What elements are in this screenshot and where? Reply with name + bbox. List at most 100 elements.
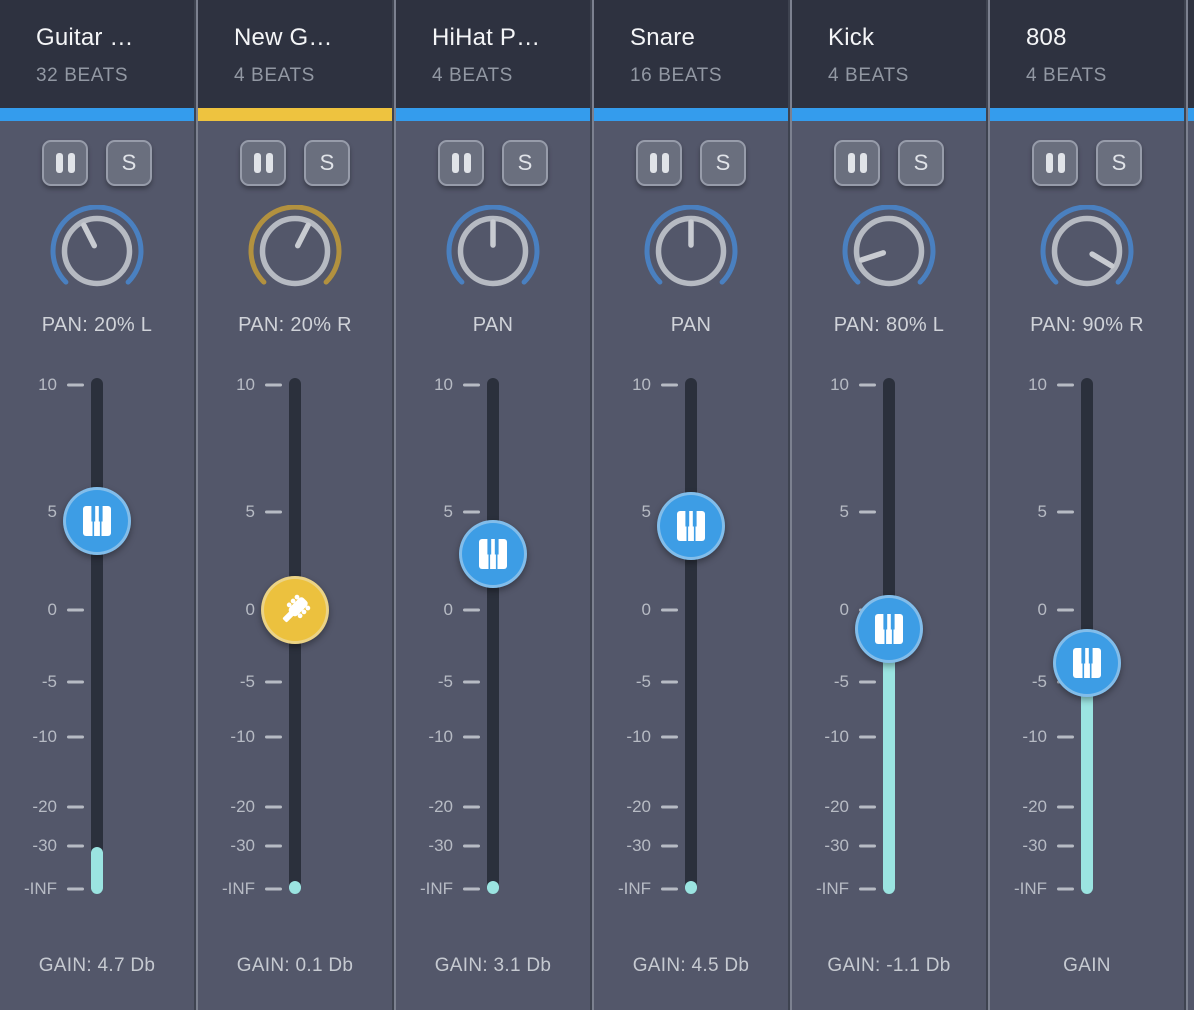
mute-button[interactable] <box>438 140 484 186</box>
level-meter <box>883 594 895 894</box>
mute-button[interactable] <box>1032 140 1078 186</box>
channel-strip: Snare 16 BEATS S PAN 10 5 0 -5 -10 -20 -30 -INF <box>594 0 788 1010</box>
mute-button[interactable] <box>834 140 880 186</box>
scale-tick-mark <box>859 735 876 739</box>
scale-tick-label: -10 <box>626 727 651 747</box>
pan-knob[interactable] <box>396 205 590 299</box>
fader-track[interactable] <box>91 378 103 894</box>
pause-icon <box>253 153 273 173</box>
accent-bar <box>198 108 392 121</box>
fader-handle[interactable] <box>855 594 923 663</box>
column-divider <box>1184 0 1188 1010</box>
beats-label: 4 BEATS <box>432 65 513 86</box>
pan-knob[interactable] <box>0 205 194 299</box>
solo-button[interactable]: S <box>304 140 350 186</box>
scale-tick-label: -5 <box>833 671 849 691</box>
scale-tick-mark <box>265 510 282 514</box>
scale-tick-mark <box>67 805 84 809</box>
scale-tick-mark <box>1057 844 1074 848</box>
fader-handle[interactable] <box>1053 628 1121 697</box>
column-divider <box>590 0 594 1010</box>
pan-label: PAN <box>670 314 712 336</box>
scale-tick-mark <box>661 805 678 809</box>
mute-button[interactable] <box>240 140 286 186</box>
scale-tick-mark <box>265 383 282 387</box>
accent-bar <box>594 108 788 121</box>
scale-tick-mark <box>859 383 876 387</box>
scale-tick-mark <box>67 887 84 891</box>
scale-tick-label: -5 <box>1031 671 1047 691</box>
fader-track[interactable] <box>487 378 499 894</box>
pan-knob[interactable] <box>792 205 986 299</box>
track-header[interactable]: Guitar … 32 BEATS <box>0 0 194 108</box>
beats-label: 4 BEATS <box>1026 65 1107 86</box>
solo-button[interactable]: S <box>1096 140 1142 186</box>
mute-solo-row: S <box>990 140 1184 186</box>
fader-handle[interactable] <box>63 486 131 555</box>
solo-button[interactable]: S <box>700 140 746 186</box>
scale-tick-label: -20 <box>626 796 651 816</box>
track-header[interactable]: HiHat P… 4 BEATS <box>396 0 590 108</box>
pan-knob-dial[interactable] <box>246 205 344 299</box>
scale-tick-mark <box>463 680 480 684</box>
track-header[interactable]: Snare 16 BEATS <box>594 0 788 108</box>
mute-button[interactable] <box>42 140 88 186</box>
pan-knob-dial[interactable] <box>840 205 938 299</box>
channel-strip: Kick 4 BEATS S PAN: 80% L 10 5 0 -5 -10 -20 -3… <box>792 0 986 1010</box>
track-title: Guitar … <box>36 24 134 51</box>
pan-knob[interactable] <box>198 205 392 299</box>
track-title: New G… <box>234 24 333 51</box>
fader-handle[interactable] <box>459 519 527 588</box>
pan-knob-dial[interactable] <box>48 205 146 299</box>
scale-tick-label: -20 <box>230 796 255 816</box>
scale-tick-mark <box>661 383 678 387</box>
scale-tick-mark <box>1057 805 1074 809</box>
column-divider <box>194 0 198 1010</box>
solo-button-label: S <box>715 150 731 175</box>
scale-tick-label: -5 <box>437 671 453 691</box>
scale-tick-mark <box>1057 510 1074 514</box>
scale-tick-label: -20 <box>824 796 849 816</box>
pan-knob[interactable] <box>594 205 788 299</box>
mute-solo-row: S <box>0 140 194 186</box>
pan-knob-dial[interactable] <box>1038 205 1136 299</box>
channel-strip: 808 4 BEATS S PAN: 90% R 10 5 0 -5 -10 -20 -30… <box>990 0 1184 1010</box>
pan-knob-dial[interactable] <box>642 205 740 299</box>
level-meter <box>487 880 499 894</box>
fader-handle[interactable] <box>261 576 329 645</box>
fader: 10 5 0 -5 -10 -20 -30 -INF <box>396 375 590 898</box>
scale-tick-mark <box>67 383 84 387</box>
scale-tick-label: 5 <box>641 502 651 522</box>
scale-tick-mark <box>661 735 678 739</box>
scale-tick-label: -30 <box>230 836 255 855</box>
solo-button[interactable]: S <box>106 140 152 186</box>
track-header[interactable]: Kick 4 BEATS <box>792 0 986 108</box>
scale-tick-label: 0 <box>245 600 255 620</box>
pan-knob[interactable] <box>990 205 1184 299</box>
channel-strip: HiHat P… 4 BEATS S PAN 10 5 0 -5 -10 -20 -30 -I… <box>396 0 590 1010</box>
scale-tick-mark <box>661 680 678 684</box>
fader-handle[interactable] <box>657 492 725 561</box>
solo-button[interactable]: S <box>898 140 944 186</box>
beats-label: 4 BEATS <box>234 65 315 86</box>
mute-button[interactable] <box>636 140 682 186</box>
track-header[interactable]: 808 4 BEATS <box>990 0 1184 108</box>
scale-tick-label: -10 <box>824 727 849 747</box>
fader-track[interactable] <box>685 378 697 894</box>
scale-tick-label: 0 <box>47 600 57 620</box>
solo-button[interactable]: S <box>502 140 548 186</box>
fader: 10 5 0 -5 -10 -20 -30 -INF <box>0 375 194 898</box>
scale-tick-label: 0 <box>1037 600 1047 620</box>
accent-bar <box>792 108 986 121</box>
pan-knob-dial[interactable] <box>444 205 542 299</box>
accent-bar <box>0 108 194 121</box>
scale-tick-label: -30 <box>428 836 453 855</box>
scale-tick-mark <box>67 680 84 684</box>
scale-tick-label: -30 <box>824 836 849 855</box>
pause-icon <box>847 153 867 173</box>
scale-tick-label: -10 <box>230 727 255 747</box>
next-strip-sliver <box>1188 0 1194 1010</box>
scale-tick-label: -20 <box>32 796 57 816</box>
track-header[interactable]: New G… 4 BEATS <box>198 0 392 108</box>
